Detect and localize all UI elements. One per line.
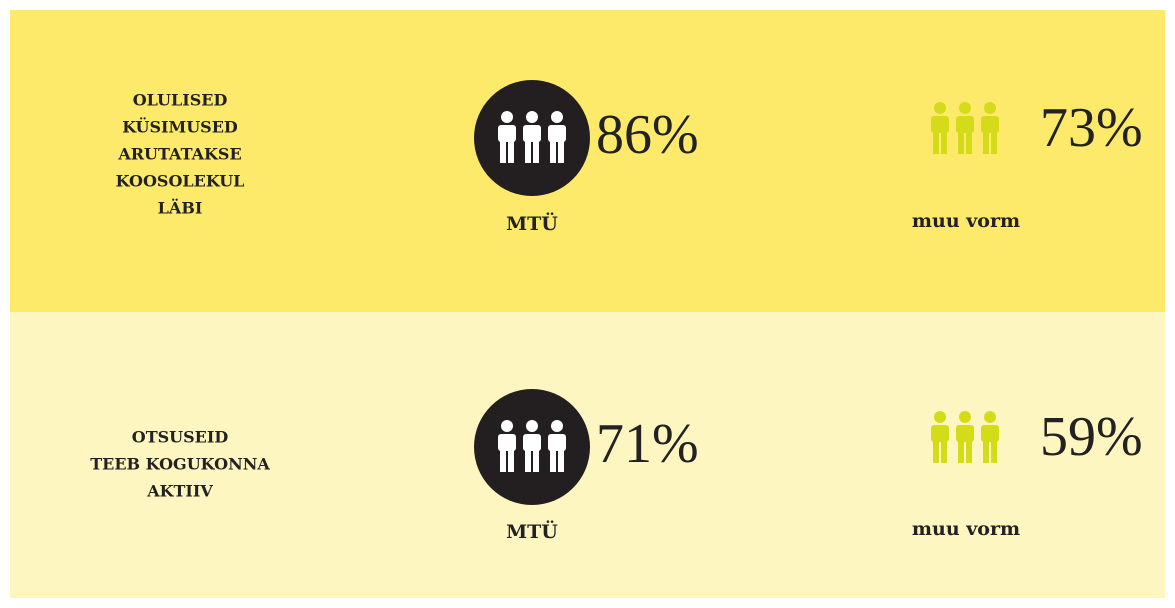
percent-value: 73% [1040,97,1143,159]
row-label: LÄBI [158,198,203,218]
percent-value: 86% [596,104,699,166]
row-label: KÜSIMUSED [122,117,238,137]
row-label: KOOSOLEKUL [116,172,245,191]
group-name: MTÜ [506,212,558,235]
row-label: TEEB KOGUKONNA [90,455,270,474]
row-label: AKTIIV [146,482,213,501]
group-name: muu vorm [912,210,1020,232]
percent-value: 59% [1040,406,1143,468]
group-name: MTÜ [506,520,558,543]
group-name: muu vorm [912,518,1020,540]
row-label: OTSUSEID [132,428,229,447]
row-background [10,10,1165,312]
percent-value: 71% [596,413,699,475]
row-label: OLULISED [133,91,228,110]
row-label: ARUTATAKSE [117,145,241,164]
